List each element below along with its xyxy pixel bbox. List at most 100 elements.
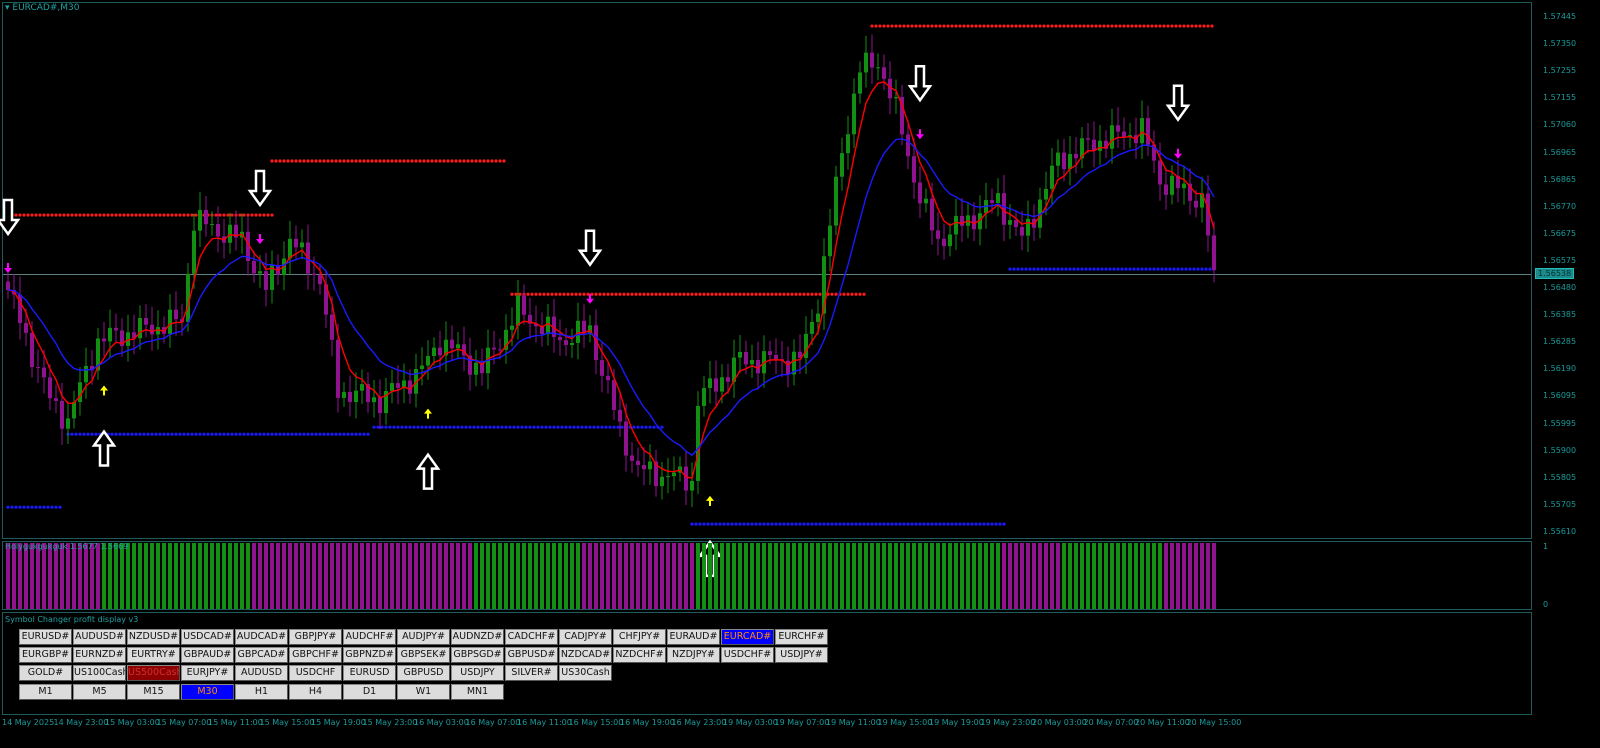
symbol-button-gbpjpy[interactable]: GBPJPY# <box>289 629 342 645</box>
symbol-button-eurnzd[interactable]: EURNZD# <box>73 647 126 663</box>
symbol-button-usdjpy[interactable]: USDJPY <box>451 665 504 681</box>
symbol-button-gbpchf[interactable]: GBPCHF# <box>289 647 342 663</box>
symbol-button-euraud[interactable]: EURAUD# <box>667 629 720 645</box>
timeframe-button-m15[interactable]: M15 <box>127 684 180 700</box>
symbol-button-audjpy[interactable]: AUDJPY# <box>397 629 450 645</box>
histogram-bar <box>72 543 76 609</box>
resistance-dot <box>166 213 170 217</box>
symbol-button-gbpcad[interactable]: GBPCAD# <box>235 647 288 663</box>
symbol-button-audusd[interactable]: AUDUSD <box>235 665 288 681</box>
time-tick-label: 20 May 15:00 <box>1186 718 1242 727</box>
timeframe-button-d1[interactable]: D1 <box>343 684 396 700</box>
symbol-button-nzdchf[interactable]: NZDCHF# <box>613 647 666 663</box>
resistance-dot <box>906 24 910 28</box>
resistance-dot <box>1110 24 1114 28</box>
symbol-button-eurcad[interactable]: EURCAD# <box>721 629 774 645</box>
timeframe-button-w1[interactable]: W1 <box>397 684 450 700</box>
symbol-button-audnzd[interactable]: AUDNZD# <box>451 629 504 645</box>
symbol-button-nzdcad[interactable]: NZDCAD# <box>559 647 612 663</box>
time-tick-label: 14 May 23:00 <box>53 718 109 727</box>
symbol-button-eurchf[interactable]: EURCHF# <box>775 629 828 645</box>
histogram-bar <box>498 543 502 609</box>
histogram-bar <box>78 543 82 609</box>
symbol-button-usdchf[interactable]: USDCHF <box>289 665 342 681</box>
resistance-dot <box>1198 24 1202 28</box>
resistance-dot <box>306 159 310 163</box>
symbol-button-silver[interactable]: SILVER# <box>505 665 558 681</box>
symbol-button-cadjpy[interactable]: CADJPY# <box>559 629 612 645</box>
symbol-button-cadchf[interactable]: CADCHF# <box>505 629 558 645</box>
collapse-triangle-icon[interactable]: ▾ <box>5 3 10 13</box>
histogram-bar <box>258 543 262 609</box>
symbol-button-nzdjpy[interactable]: NZDJPY# <box>667 647 720 663</box>
support-dot <box>1164 267 1168 271</box>
symbol-button-audchf[interactable]: AUDCHF# <box>343 629 396 645</box>
support-dot <box>584 425 588 429</box>
candle-body <box>750 360 754 365</box>
symbol-button-gold[interactable]: GOLD# <box>19 665 72 681</box>
timeframe-button-h4[interactable]: H4 <box>289 684 342 700</box>
symbol-button-eurusd[interactable]: EURUSD# <box>19 629 72 645</box>
symbol-button-us30cash[interactable]: US30Cash <box>559 665 612 681</box>
support-dot <box>770 522 774 526</box>
timeframe-button-m30[interactable]: M30 <box>181 684 234 700</box>
support-dot <box>766 522 770 526</box>
candle-body <box>1098 140 1102 151</box>
symbol-button-eurusd[interactable]: EURUSD <box>343 665 396 681</box>
symbol-button-gbpsek[interactable]: GBPSEK# <box>397 647 450 663</box>
candle-body <box>1086 138 1090 140</box>
symbol-button-gbpusd[interactable]: GBPUSD# <box>505 647 558 663</box>
symbol-button-nzdusd[interactable]: NZDUSD# <box>127 629 180 645</box>
resistance-dot <box>1122 24 1126 28</box>
time-tick-label: 16 May 03:00 <box>414 718 469 727</box>
symbol-button-chfjpy[interactable]: CHFJPY# <box>613 629 666 645</box>
timeframe-button-h1[interactable]: H1 <box>235 684 288 700</box>
symbol-button-usdjpy[interactable]: USDJPY# <box>775 647 828 663</box>
candle-body <box>906 134 910 157</box>
symbol-button-eurtry[interactable]: EURTRY# <box>127 647 180 663</box>
support-dot <box>1188 267 1192 271</box>
symbol-button-gbpaud[interactable]: GBPAUD# <box>181 647 234 663</box>
candle-body <box>66 418 70 429</box>
resistance-dot <box>1090 24 1094 28</box>
resistance-dot <box>254 213 258 217</box>
support-dot <box>580 425 584 429</box>
histogram-bar <box>594 543 598 609</box>
symbol-button-gbpnzd[interactable]: GBPNZD# <box>343 647 396 663</box>
price-tick-label: 1.57445 <box>1543 12 1577 21</box>
time-tick-label: 20 May 03:00 <box>1032 718 1087 727</box>
histogram-bar <box>558 543 562 609</box>
main-chart-window[interactable] <box>2 2 1532 539</box>
resistance-dot <box>102 213 106 217</box>
resistance-dot <box>802 292 806 296</box>
histogram-bar <box>612 543 616 609</box>
indicator-subwindow[interactable] <box>2 541 1532 610</box>
symbol-button-gbpusd[interactable]: GBPUSD <box>397 665 450 681</box>
resistance-dot <box>542 292 546 296</box>
symbol-button-audcad[interactable]: AUDCAD# <box>235 629 288 645</box>
symbol-button-gbpsgd[interactable]: GBPSGD# <box>451 647 504 663</box>
histogram-bar <box>780 543 784 609</box>
symbol-button-eurjpy[interactable]: EURJPY# <box>181 665 234 681</box>
support-dot <box>38 505 42 509</box>
symbol-button-eurgbp[interactable]: EURGBP# <box>19 647 72 663</box>
symbol-button-usdchf[interactable]: USDCHF# <box>721 647 774 663</box>
symbol-button-us100cash[interactable]: US100Cash <box>73 665 126 681</box>
support-dot <box>330 432 334 436</box>
support-dot <box>182 432 186 436</box>
symbol-button-audusd[interactable]: AUDUSD# <box>73 629 126 645</box>
timeframe-button-m1[interactable]: M1 <box>19 684 72 700</box>
histogram-bar <box>354 543 358 609</box>
timeframe-button-mn1[interactable]: MN1 <box>451 684 504 700</box>
symbol-button-us500cash[interactable]: US500Cash <box>127 665 180 681</box>
support-dot <box>914 522 918 526</box>
timeframe-button-m5[interactable]: M5 <box>73 684 126 700</box>
buy-signal-icon <box>100 385 108 391</box>
support-dot <box>710 522 714 526</box>
resistance-dot <box>498 159 502 163</box>
resistance-dot <box>570 292 574 296</box>
symbol-button-usdcad[interactable]: USDCAD# <box>181 629 234 645</box>
histogram-bar <box>1206 543 1210 609</box>
candle-body <box>696 405 700 481</box>
